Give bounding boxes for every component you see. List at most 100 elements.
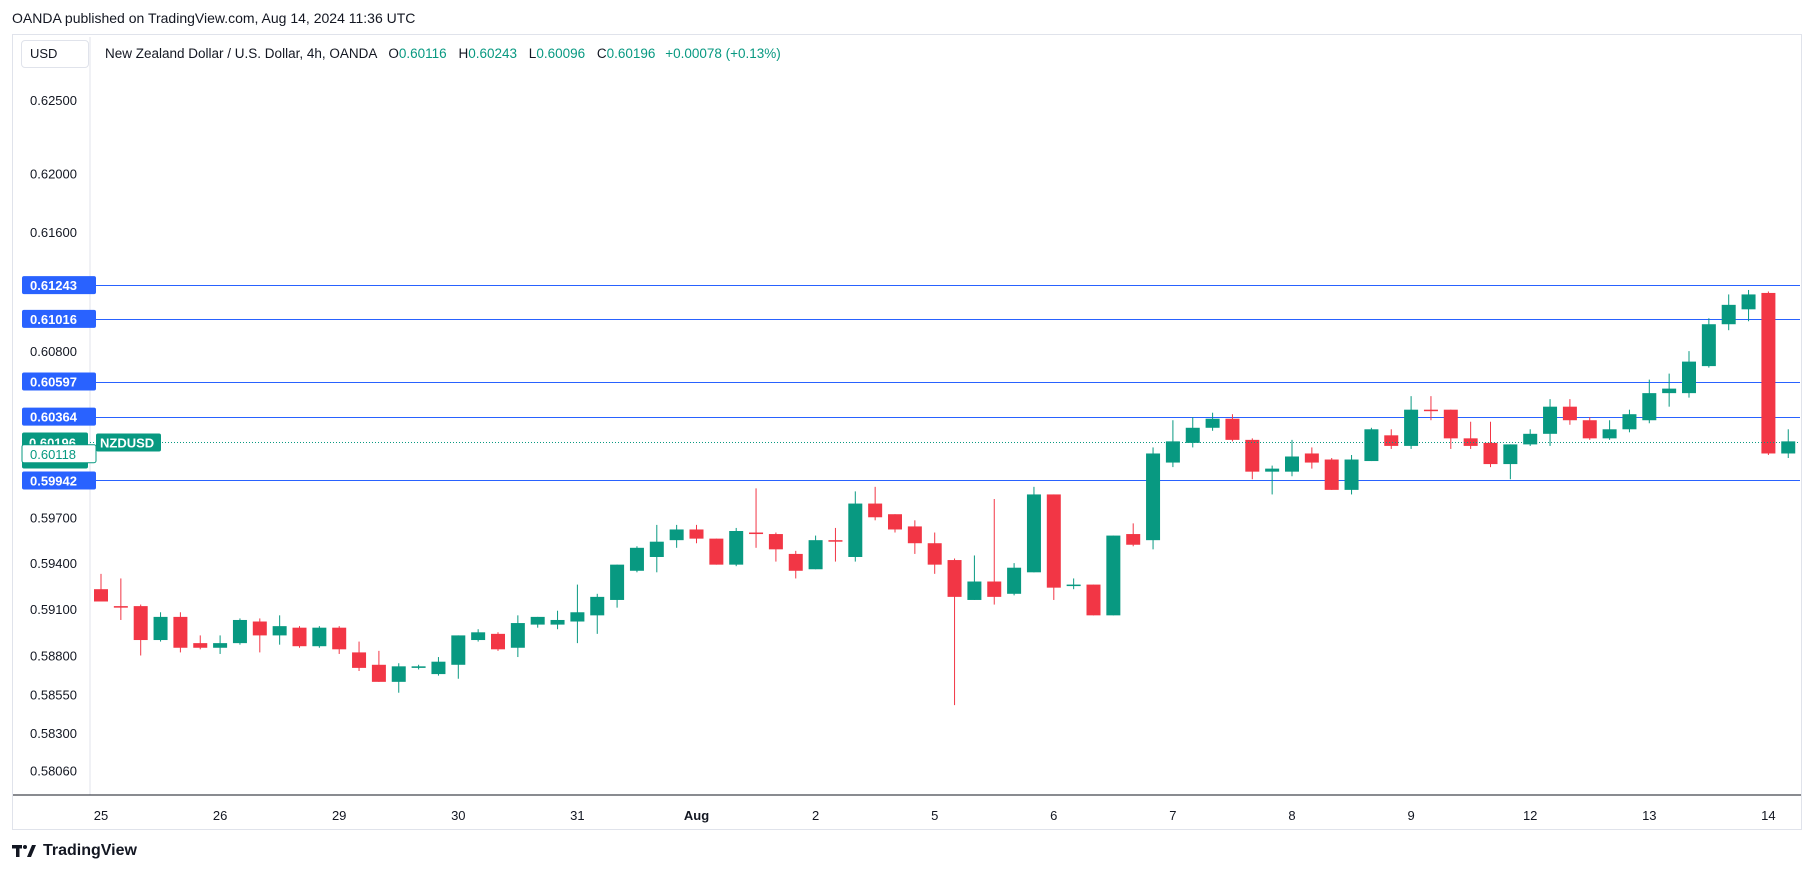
candle-body[interactable]: [629, 547, 644, 571]
candle-body[interactable]: [1106, 535, 1121, 616]
candle-body[interactable]: [709, 538, 724, 565]
candle-body[interactable]: [530, 616, 545, 625]
candle-body[interactable]: [888, 514, 902, 530]
candle-body[interactable]: [1741, 294, 1756, 310]
candle-body[interactable]: [1622, 414, 1637, 430]
candle-body[interactable]: [1543, 406, 1558, 434]
candle-body[interactable]: [1503, 444, 1518, 465]
candle-body[interactable]: [828, 540, 843, 542]
candle-body[interactable]: [431, 661, 446, 675]
level-price-tag[interactable]: [22, 407, 96, 426]
open-price-tag: [21, 444, 97, 464]
candle-body[interactable]: [808, 540, 823, 570]
candle-body[interactable]: [1602, 429, 1617, 439]
candle-body[interactable]: [907, 526, 922, 544]
candle-body[interactable]: [947, 560, 962, 597]
candle-body[interactable]: [1582, 420, 1597, 439]
candle-body[interactable]: [510, 623, 525, 648]
currency-button[interactable]: USD: [21, 40, 89, 68]
level-price-tag[interactable]: [22, 309, 96, 328]
candle-body[interactable]: [1384, 435, 1399, 446]
candle-body[interactable]: [213, 643, 228, 648]
candle-body[interactable]: [94, 589, 108, 602]
candle-body[interactable]: [1225, 418, 1240, 440]
candle-body[interactable]: [1185, 427, 1200, 443]
candle-body[interactable]: [1642, 393, 1657, 421]
footer-brand[interactable]: TradingView: [12, 842, 137, 860]
candle-body[interactable]: [1146, 453, 1161, 541]
symbol-tag[interactable]: [96, 433, 161, 452]
candle-body[interactable]: [689, 529, 704, 539]
candle-body[interactable]: [1404, 409, 1419, 446]
candle-body[interactable]: [173, 616, 188, 648]
candle-body[interactable]: [1523, 433, 1538, 445]
time-tick-label: 25: [94, 808, 108, 823]
candle-body[interactable]: [1324, 459, 1339, 490]
candle-body[interactable]: [570, 612, 585, 622]
candle-body[interactable]: [352, 652, 367, 668]
candle-body[interactable]: [749, 532, 764, 535]
candle-body[interactable]: [1086, 584, 1101, 616]
candle-body[interactable]: [1304, 453, 1319, 463]
candle-body[interactable]: [451, 635, 466, 665]
candle-body[interactable]: [1483, 442, 1498, 465]
candle-body[interactable]: [113, 606, 128, 608]
candle-body[interactable]: [1066, 584, 1081, 587]
candle-body[interactable]: [1165, 441, 1180, 463]
candle-body[interactable]: [133, 606, 148, 641]
candle-body[interactable]: [1781, 441, 1796, 454]
level-price-tag[interactable]: [22, 372, 96, 391]
candle-body[interactable]: [193, 643, 208, 648]
candle-body[interactable]: [1046, 494, 1061, 588]
candle-body[interactable]: [1761, 292, 1776, 454]
candle-body[interactable]: [232, 619, 247, 644]
candle-body[interactable]: [312, 627, 327, 647]
candle-body[interactable]: [1364, 429, 1379, 462]
candle-body[interactable]: [371, 664, 386, 682]
candle-body[interactable]: [1026, 494, 1041, 573]
candle-body[interactable]: [1562, 406, 1577, 421]
candle-body[interactable]: [590, 596, 605, 616]
candle-body[interactable]: [649, 541, 664, 557]
candle-body[interactable]: [1265, 468, 1280, 472]
candle-body[interactable]: [729, 530, 744, 565]
candle-body[interactable]: [252, 621, 267, 636]
candle-body[interactable]: [471, 632, 486, 641]
candle-body[interactable]: [1721, 304, 1736, 325]
publisher-caption: OANDA published on TradingView.com, Aug …: [12, 10, 416, 26]
candle-body[interactable]: [1662, 388, 1677, 394]
candle-body[interactable]: [610, 564, 625, 600]
candle-body[interactable]: [272, 626, 287, 636]
candle-body[interactable]: [927, 543, 942, 565]
candle-body[interactable]: [669, 529, 684, 541]
candle-body[interactable]: [1423, 409, 1438, 412]
candle-body[interactable]: [391, 666, 406, 682]
level-price-tag[interactable]: [22, 471, 96, 490]
level-price-tag[interactable]: [22, 276, 96, 295]
time-tick-label: Aug: [684, 808, 709, 823]
candle-body[interactable]: [332, 627, 347, 650]
candle-body[interactable]: [411, 666, 426, 668]
candle-body[interactable]: [1285, 456, 1299, 472]
open-label: O: [388, 46, 399, 61]
candle-body[interactable]: [848, 503, 863, 557]
candle-body[interactable]: [768, 534, 783, 550]
candle-body[interactable]: [550, 619, 565, 625]
candle-body[interactable]: [491, 633, 505, 650]
candle-body[interactable]: [967, 581, 982, 600]
candle-body[interactable]: [868, 503, 883, 518]
candle-body[interactable]: [292, 627, 307, 647]
candle-body[interactable]: [1007, 567, 1022, 594]
candle-body[interactable]: [1245, 439, 1260, 472]
candle-body[interactable]: [1344, 459, 1359, 490]
candle-body[interactable]: [1682, 361, 1696, 394]
candle-body[interactable]: [1443, 409, 1458, 439]
candle-body[interactable]: [1701, 324, 1716, 367]
candle-body[interactable]: [1205, 418, 1220, 428]
candle-body[interactable]: [1126, 534, 1141, 545]
candle-body[interactable]: [153, 616, 168, 641]
chart-frame: [12, 34, 1802, 830]
candle-body[interactable]: [987, 581, 1002, 597]
candle-body[interactable]: [788, 553, 803, 571]
